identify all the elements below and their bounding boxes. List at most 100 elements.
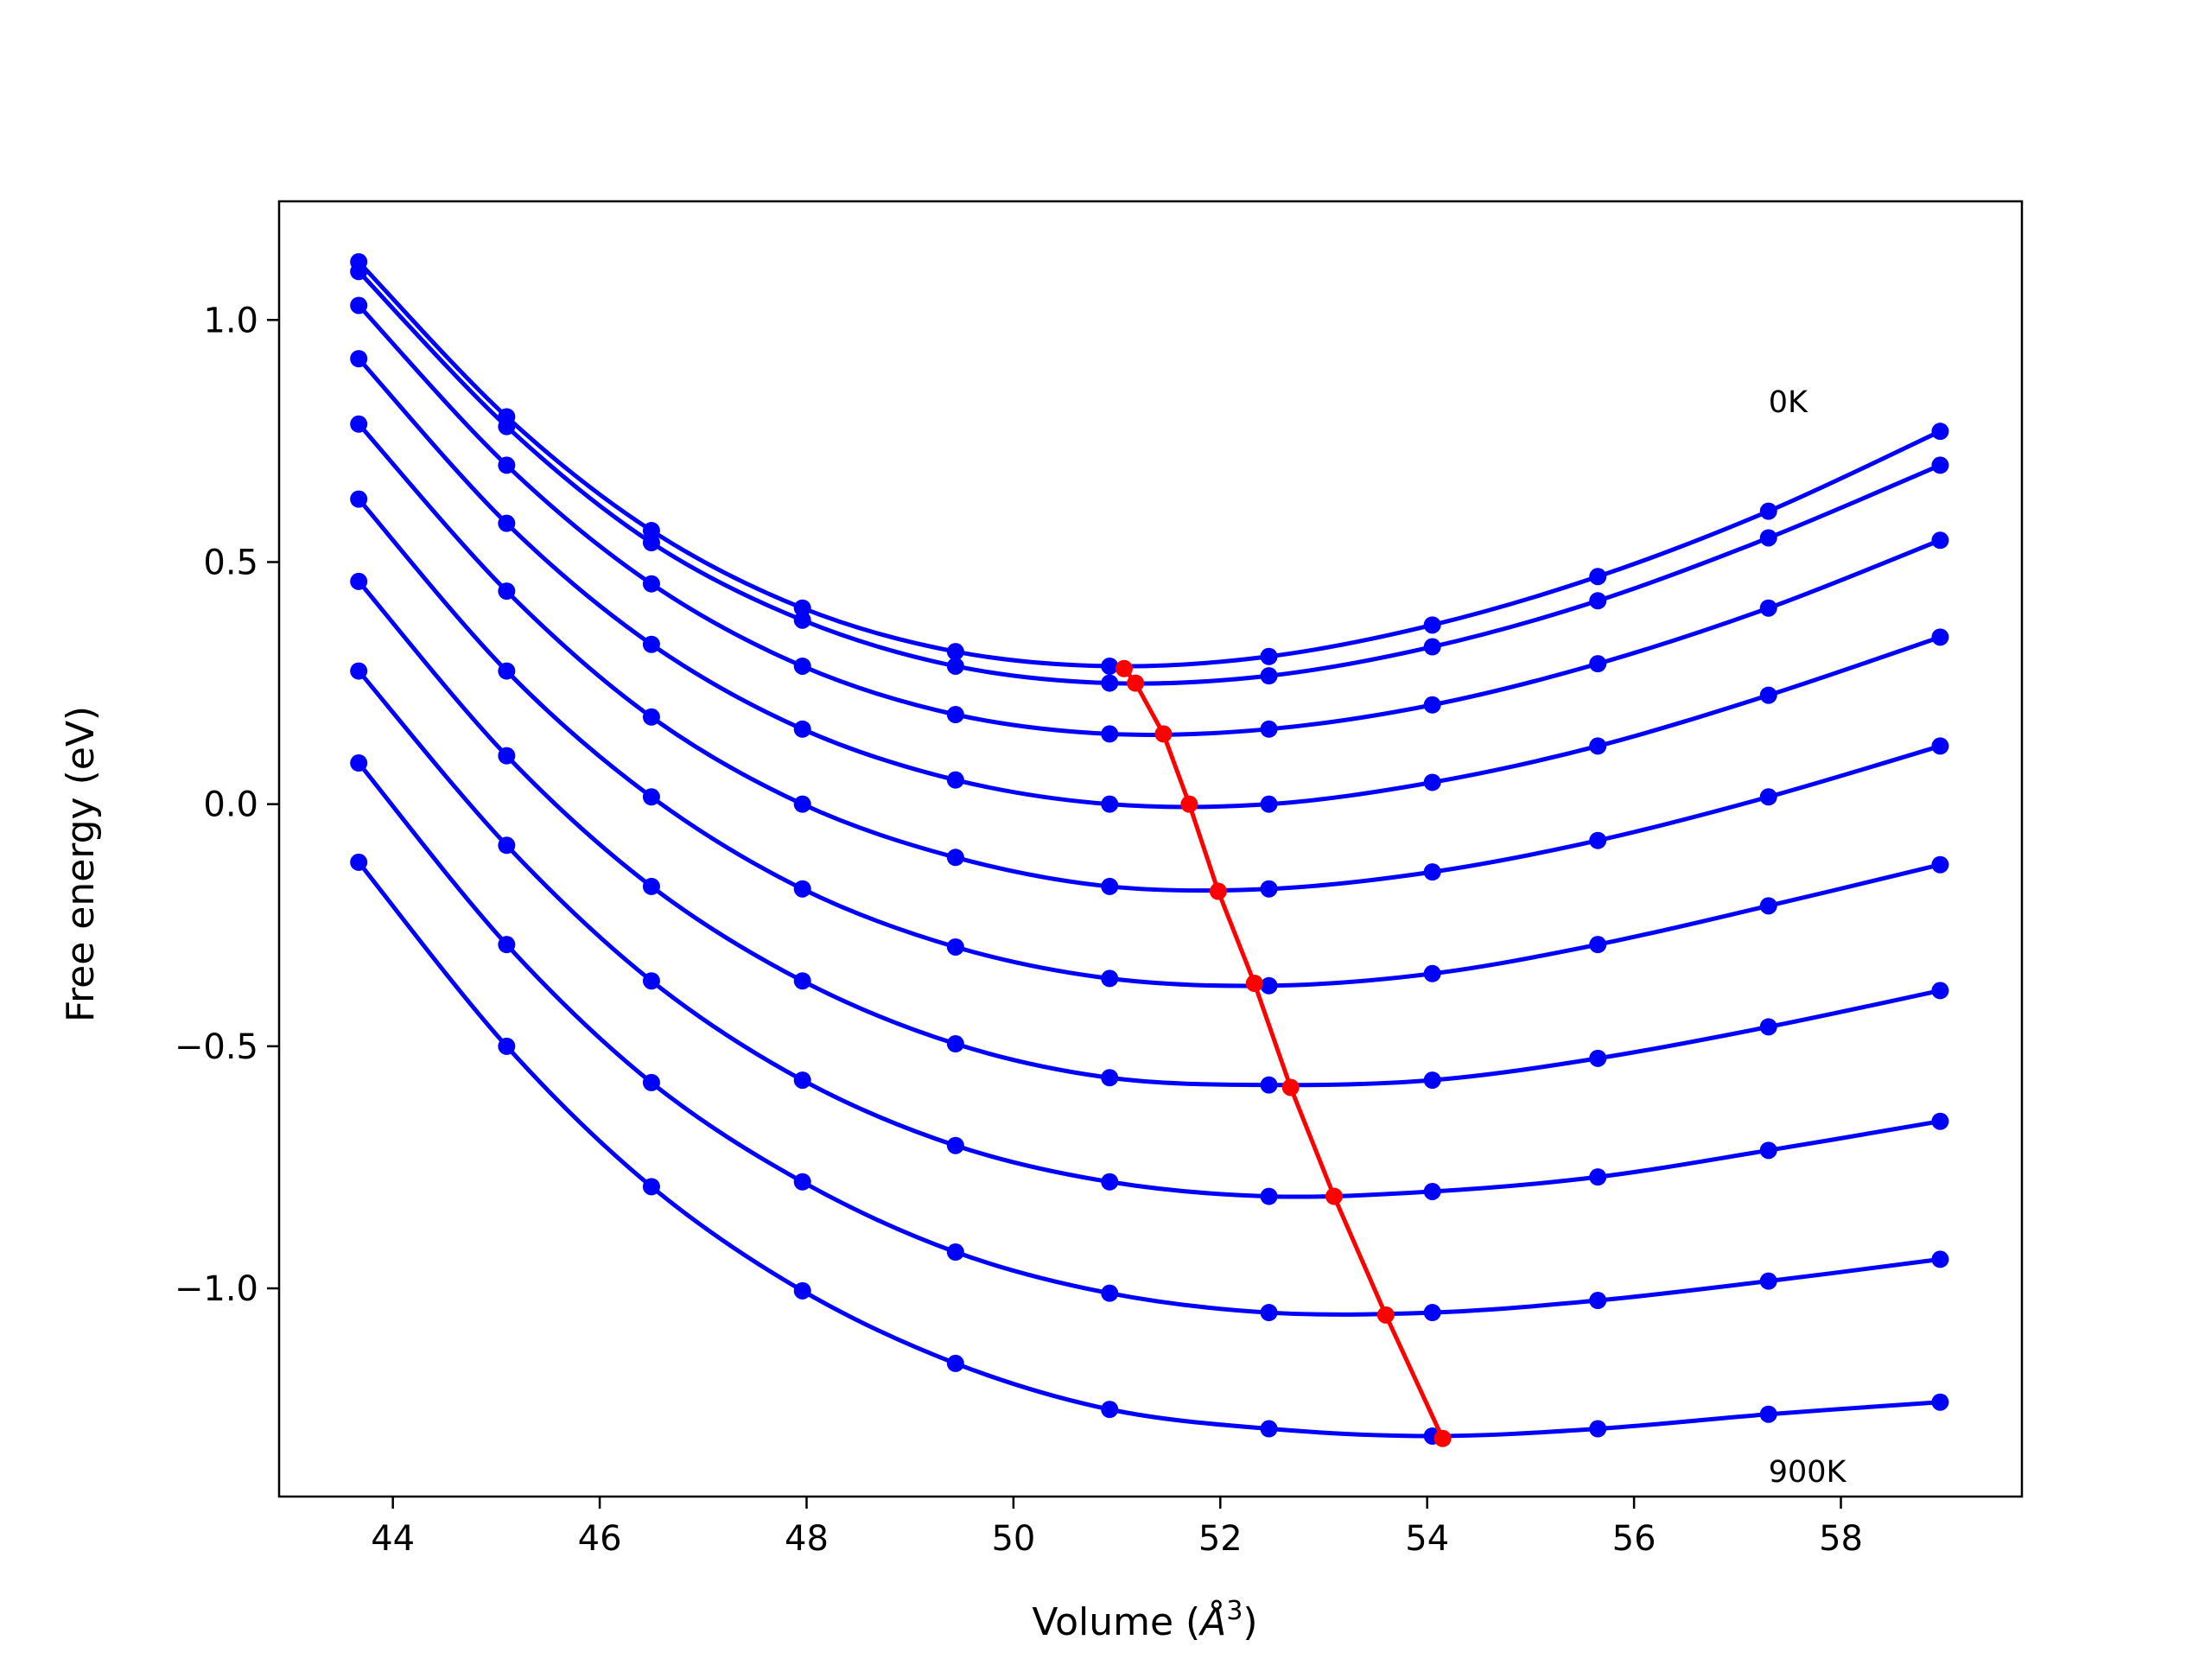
series-point — [793, 1281, 811, 1300]
x-tick-label: 54 — [1405, 1519, 1449, 1559]
series-point — [1423, 1071, 1441, 1090]
series-point — [498, 836, 516, 855]
annotation-label: 900K — [1769, 1455, 1847, 1490]
series-point — [1931, 531, 1949, 550]
series-point — [1589, 655, 1607, 673]
minima-point — [1127, 674, 1145, 692]
series-point — [1423, 638, 1441, 656]
series-point — [1759, 1141, 1777, 1160]
series-point — [350, 415, 368, 433]
series-point — [498, 662, 516, 680]
series-point — [1759, 599, 1777, 617]
series-point — [1759, 1405, 1777, 1423]
series-point — [642, 1178, 660, 1196]
series-point — [1101, 969, 1119, 988]
minima-point — [1115, 659, 1133, 677]
series-point — [1931, 855, 1949, 874]
y-tick-label: 1.0 — [203, 301, 258, 340]
series-point — [1589, 936, 1607, 954]
series-point — [1260, 647, 1278, 665]
series-line — [357, 580, 1941, 1088]
series-point — [1101, 725, 1119, 743]
series-point — [1589, 1049, 1607, 1067]
series-point — [1759, 788, 1777, 806]
x-tick-label: 44 — [371, 1519, 415, 1559]
series-point — [1260, 976, 1278, 995]
y-tick-label: −1.0 — [175, 1269, 258, 1309]
series-point — [1260, 1304, 1278, 1322]
x-axis: 44 46 48 50 52 54 56 58 — [371, 1497, 1863, 1559]
series-point — [1759, 1272, 1777, 1290]
series-point — [1931, 628, 1949, 646]
series-point — [1260, 1076, 1278, 1094]
series-point — [1260, 1420, 1278, 1438]
series-point — [793, 1173, 811, 1191]
minima-point — [1325, 1187, 1343, 1205]
y-tick-label: 0.0 — [203, 785, 258, 825]
minima-point — [1180, 795, 1198, 813]
series-point — [1589, 1168, 1607, 1186]
series-point — [498, 514, 516, 532]
series-8 — [350, 754, 1949, 1322]
series-point — [642, 877, 660, 895]
series-point — [350, 662, 368, 680]
minima-point — [1433, 1429, 1452, 1447]
series-point — [793, 657, 811, 675]
series-point — [1423, 863, 1441, 881]
series-point — [1931, 456, 1949, 474]
series-point — [1931, 1112, 1949, 1130]
annotation-label: 0K — [1769, 385, 1808, 420]
series-point — [642, 534, 660, 552]
series-point — [1423, 773, 1441, 791]
series-point — [1931, 1250, 1949, 1268]
series-point — [350, 853, 368, 871]
series-point — [1423, 1304, 1441, 1322]
series-point — [350, 296, 368, 315]
series-point — [1260, 720, 1278, 738]
series-point — [350, 572, 368, 590]
minima-series — [1115, 659, 1452, 1447]
series-point — [1101, 877, 1119, 895]
series-point — [793, 972, 811, 990]
series-point — [642, 788, 660, 806]
series-point — [498, 747, 516, 765]
plot-frame — [277, 200, 2024, 1498]
series-line — [357, 669, 1941, 1199]
series-point — [1589, 568, 1607, 586]
series-point — [642, 972, 660, 990]
series-point — [1260, 1187, 1278, 1205]
series-point — [1423, 1182, 1441, 1200]
series-point — [1260, 795, 1278, 813]
series-point — [1759, 1018, 1777, 1036]
series-4 — [350, 415, 1949, 898]
series-point — [1423, 616, 1441, 634]
series-9 — [350, 853, 1949, 1445]
series-1 — [350, 263, 1949, 692]
series-point — [793, 795, 811, 813]
series-point — [1101, 1401, 1119, 1419]
series-point — [642, 575, 660, 593]
series-point — [642, 708, 660, 726]
minima-line — [1122, 667, 1445, 1440]
series-point — [1589, 737, 1607, 755]
y-axis: 1.0 0.5 0.0 −0.5 −1.0 — [175, 301, 279, 1309]
series-point — [946, 849, 964, 867]
series-point — [793, 1071, 811, 1090]
series-point — [498, 936, 516, 954]
series-point — [946, 938, 964, 956]
series-point — [1101, 1284, 1119, 1302]
series-point — [946, 657, 964, 675]
series-point — [498, 417, 516, 435]
series-point — [946, 771, 964, 789]
x-tick-label: 56 — [1612, 1519, 1656, 1559]
series-point — [793, 880, 811, 898]
series-point — [1101, 674, 1119, 692]
series-3 — [350, 350, 1949, 813]
series-point — [1589, 592, 1607, 610]
series-point — [350, 490, 368, 508]
x-tick-label: 48 — [785, 1519, 829, 1559]
series-point — [946, 643, 964, 661]
series-point — [793, 720, 811, 738]
series-point — [1101, 657, 1119, 675]
